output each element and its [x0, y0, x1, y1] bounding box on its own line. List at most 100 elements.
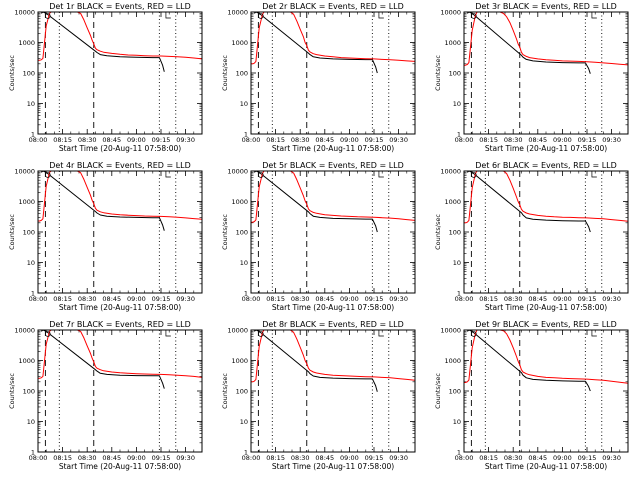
x-tick-label: 09:30 [176, 454, 195, 462]
x-tick-label: 08:30 [504, 136, 523, 144]
x-axis-label: Start Time (20-Aug-11 07:58:00) [272, 303, 394, 312]
plot-frame [250, 329, 416, 453]
x-tick-label: 08:45 [315, 454, 334, 462]
y-axis-label: Counts/sec [434, 55, 442, 91]
bracket-marker [165, 12, 171, 19]
y-tick-label: 1 [244, 448, 248, 456]
x-tick-label: 09:30 [389, 454, 408, 462]
x-tick-label: 08:30 [504, 454, 523, 462]
x-tick-label: 08:00 [455, 454, 474, 462]
y-tick-label: 1 [31, 448, 35, 456]
plot-title: Det 7r BLACK = Events, RED = LLD [49, 320, 191, 329]
bracket-marker [591, 330, 597, 337]
y-axis-label: Counts/sec [8, 373, 16, 409]
x-axis-label: Start Time (20-Aug-11 07:58:00) [59, 303, 181, 312]
x-tick-label: 08:00 [242, 454, 261, 462]
y-axis-label: Counts/sec [8, 214, 16, 250]
x-tick-label: 08:15 [266, 295, 285, 303]
x-tick-label: 08:45 [102, 454, 121, 462]
plot-title: Det 9r BLACK = Events, RED = LLD [475, 320, 617, 329]
plot-title: Det 5r BLACK = Events, RED = LLD [262, 161, 404, 170]
plot-title: Det 6r BLACK = Events, RED = LLD [475, 161, 617, 170]
y-tick-label: 100 [449, 228, 461, 236]
plot-frame [250, 11, 416, 135]
events-series-line [253, 11, 378, 74]
y-axis-label: Counts/sec [221, 214, 229, 250]
x-tick-label: 08:15 [266, 136, 285, 144]
plot-title: Det 1r BLACK = Events, RED = LLD [49, 2, 191, 11]
plot-title: Det 4r BLACK = Events, RED = LLD [49, 161, 191, 170]
y-tick-label: 100 [449, 387, 461, 395]
plot-title: Det 3r BLACK = Events, RED = LLD [475, 2, 617, 11]
y-tick-label: 100 [236, 69, 248, 77]
x-tick-label: 09:15 [365, 454, 384, 462]
y-axis-label: Counts/sec [434, 373, 442, 409]
detector-plot-5: Det 5r BLACK = Events, RED = LLD Counts/s… [221, 161, 416, 312]
x-tick-label: 08:45 [528, 295, 547, 303]
plot-title: Det 2r BLACK = Events, RED = LLD [262, 2, 404, 11]
x-tick-label: 09:15 [578, 295, 597, 303]
y-tick-label: 10000 [14, 167, 35, 175]
plot-frame [37, 170, 203, 294]
x-tick-label: 09:15 [578, 454, 597, 462]
saturation-marker [471, 13, 477, 19]
x-tick-label: 09:30 [389, 295, 408, 303]
x-tick-label: 09:00 [340, 136, 359, 144]
y-tick-label: 10 [27, 259, 35, 267]
x-tick-label: 09:00 [127, 295, 146, 303]
x-tick-label: 09:15 [152, 295, 171, 303]
x-tick-label: 09:30 [176, 295, 195, 303]
x-axis-label: Start Time (20-Aug-11 07:58:00) [272, 462, 394, 471]
lld-series-line [251, 329, 416, 383]
y-tick-label: 10000 [227, 8, 248, 16]
y-tick-label: 10 [453, 100, 461, 108]
x-tick-label: 09:30 [602, 295, 621, 303]
x-tick-label: 08:00 [455, 295, 474, 303]
y-tick-label: 10 [240, 100, 248, 108]
x-tick-label: 08:45 [102, 136, 121, 144]
lld-series-line [38, 329, 203, 379]
x-tick-label: 09:15 [365, 295, 384, 303]
x-tick-label: 08:45 [528, 454, 547, 462]
x-tick-label: 09:00 [553, 136, 572, 144]
y-tick-label: 100 [23, 387, 35, 395]
events-series-line [40, 170, 165, 231]
x-tick-label: 09:00 [127, 454, 146, 462]
x-tick-label: 08:30 [78, 136, 97, 144]
y-tick-label: 10000 [440, 167, 461, 175]
x-tick-label: 08:30 [78, 295, 97, 303]
x-tick-label: 09:00 [127, 136, 146, 144]
y-tick-label: 1 [244, 130, 248, 138]
x-tick-label: 09:00 [340, 295, 359, 303]
y-tick-label: 1 [457, 289, 461, 297]
y-tick-label: 10 [240, 259, 248, 267]
x-axis-label: Start Time (20-Aug-11 07:58:00) [272, 144, 394, 153]
x-tick-label: 08:00 [29, 295, 48, 303]
saturation-marker [45, 13, 51, 19]
lld-series-line [38, 11, 203, 61]
x-tick-label: 09:30 [389, 136, 408, 144]
x-axis-label: Start Time (20-Aug-11 07:58:00) [485, 303, 607, 312]
y-tick-label: 1000 [231, 198, 248, 206]
y-tick-label: 10000 [440, 8, 461, 16]
x-tick-label: 08:00 [242, 136, 261, 144]
y-tick-label: 1000 [18, 357, 35, 365]
y-tick-label: 1000 [444, 39, 461, 47]
events-series-line [466, 170, 591, 233]
y-axis-label: Counts/sec [8, 55, 16, 91]
detector-plot-1: Det 1r BLACK = Events, RED = LLD Counts/s… [8, 2, 203, 153]
y-tick-label: 10000 [14, 8, 35, 16]
x-axis-label: Start Time (20-Aug-11 07:58:00) [485, 144, 607, 153]
y-tick-label: 10 [240, 418, 248, 426]
y-tick-label: 1000 [18, 39, 35, 47]
detector-plot-9: Det 9r BLACK = Events, RED = LLD Counts/s… [434, 320, 629, 471]
x-tick-label: 09:30 [602, 454, 621, 462]
y-tick-label: 10 [453, 259, 461, 267]
x-axis-label: Start Time (20-Aug-11 07:58:00) [59, 144, 181, 153]
events-series-line [253, 329, 378, 392]
plot-frame [463, 11, 629, 135]
bracket-marker [378, 12, 384, 19]
x-tick-label: 09:00 [340, 454, 359, 462]
y-tick-label: 100 [236, 228, 248, 236]
x-tick-label: 09:00 [553, 295, 572, 303]
